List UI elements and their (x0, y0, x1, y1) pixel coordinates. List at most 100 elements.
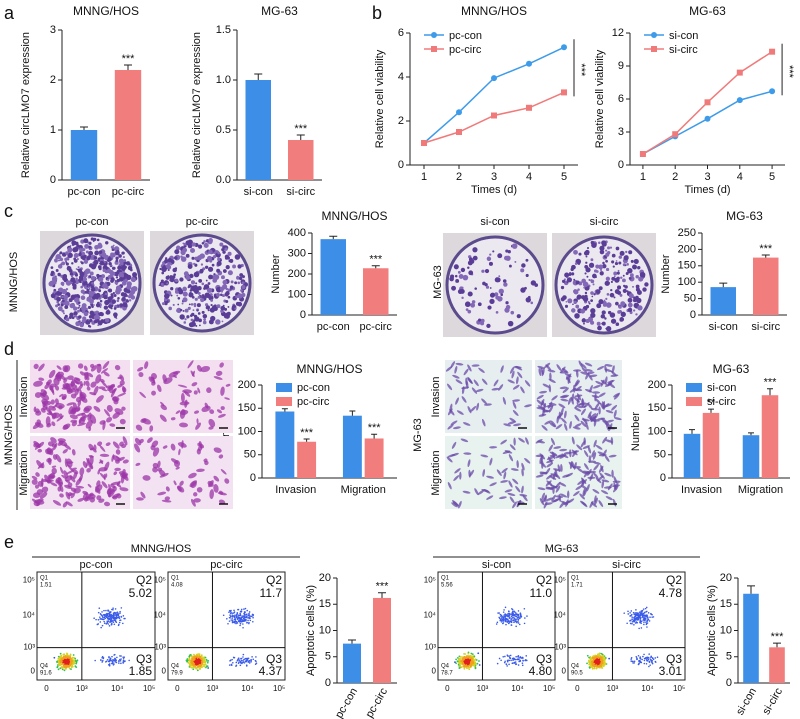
colony (217, 261, 222, 266)
colony (599, 246, 604, 251)
point (491, 113, 497, 119)
y-tick-label: 10 (720, 624, 732, 636)
event (108, 610, 110, 612)
colony (72, 283, 75, 286)
event (518, 658, 520, 660)
colony (67, 247, 72, 252)
event (113, 654, 115, 656)
colony (94, 256, 98, 260)
event (591, 660, 593, 662)
colony (88, 246, 91, 249)
event (205, 657, 207, 659)
colony (159, 268, 161, 270)
event (509, 617, 511, 619)
colony (74, 253, 79, 258)
colony (566, 301, 568, 303)
colony (100, 300, 103, 303)
event (119, 611, 121, 613)
event (107, 659, 109, 661)
event (237, 622, 239, 624)
event (508, 623, 510, 625)
colony (637, 305, 642, 310)
colony (214, 255, 216, 257)
event (242, 656, 244, 658)
event (635, 615, 637, 617)
colony (616, 260, 618, 262)
colony (578, 263, 580, 265)
event (589, 662, 591, 664)
event (119, 659, 121, 661)
y-axis-label: Number (270, 254, 282, 293)
colony (575, 305, 579, 309)
colony (64, 258, 67, 261)
colony (210, 307, 215, 312)
event (467, 653, 469, 655)
colony (91, 237, 94, 240)
event (252, 617, 254, 619)
event (513, 662, 515, 664)
colony (178, 297, 181, 300)
event (519, 660, 521, 662)
colony (190, 289, 192, 291)
colony (126, 300, 129, 303)
event (507, 659, 509, 661)
event (66, 655, 68, 657)
y-tick-label: 12 (612, 27, 624, 39)
colony (54, 258, 58, 262)
event (638, 655, 640, 657)
event (505, 621, 507, 623)
colony (510, 311, 514, 315)
event (641, 614, 643, 616)
colony (580, 309, 585, 314)
colony (82, 310, 85, 313)
event (229, 620, 231, 622)
event (117, 615, 119, 617)
colony (126, 262, 129, 265)
event (108, 623, 110, 625)
event (518, 610, 520, 612)
colony (605, 250, 607, 252)
colony (172, 268, 176, 272)
colony (526, 259, 529, 262)
quadrant-name: Q1 (40, 576, 49, 582)
quadrant-name: Q1 (441, 576, 450, 582)
event (114, 658, 116, 660)
y-tick-label: 150 (648, 402, 666, 414)
event (112, 661, 114, 663)
colony (593, 283, 595, 285)
colony (602, 310, 606, 314)
colony (220, 294, 223, 297)
event (503, 611, 505, 613)
colony (607, 246, 610, 249)
quadrant-value: 11.7 (260, 586, 283, 600)
event (644, 614, 646, 616)
colony (597, 326, 602, 331)
colony (499, 289, 504, 294)
y-tick-label: 6 (398, 27, 404, 39)
event (464, 662, 466, 664)
colony (615, 289, 620, 294)
significance: *** (783, 65, 795, 79)
event (123, 656, 125, 658)
event (56, 661, 58, 663)
colony (66, 280, 71, 285)
cell (33, 492, 41, 498)
legend-marker (431, 32, 437, 38)
colony (474, 287, 477, 290)
event (497, 663, 499, 665)
legend-marker (431, 46, 437, 52)
colony (520, 268, 524, 272)
colony (625, 264, 627, 266)
event (227, 623, 229, 625)
colony (614, 276, 616, 278)
event (238, 620, 240, 622)
colony (168, 266, 170, 268)
event (657, 656, 659, 658)
event (238, 616, 240, 618)
event (74, 665, 76, 667)
y-tick-label: 100 (678, 276, 696, 288)
x-tick-label: pc-circ (364, 686, 391, 719)
colony (79, 271, 84, 276)
event (239, 615, 241, 617)
colony (203, 314, 208, 319)
